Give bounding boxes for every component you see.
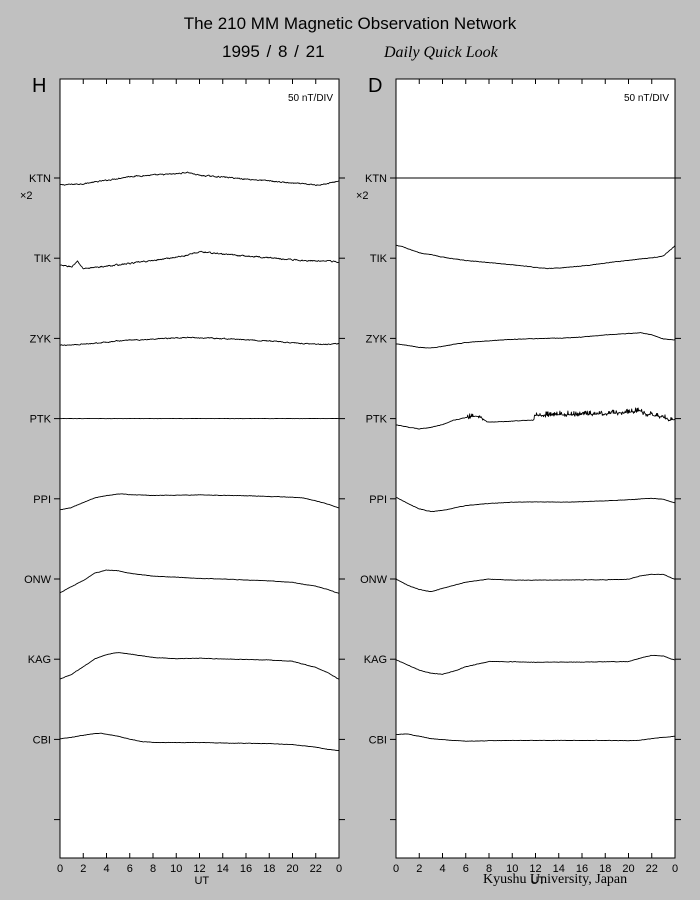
x-tick-label: 22 xyxy=(646,863,658,875)
x-tick-label: 10 xyxy=(506,863,518,875)
chart-title: The 210 MM Magnetic Observation Network xyxy=(183,14,517,33)
scale-note: ×2 xyxy=(20,190,33,202)
chart-date: 1995 / 8 / 21 xyxy=(222,42,325,61)
plot-area xyxy=(59,78,340,859)
station-label-ppi: PPI xyxy=(33,494,51,506)
panel-label: D xyxy=(368,75,382,97)
x-tick-label: 14 xyxy=(217,863,229,875)
x-tick-label: 0 xyxy=(393,863,399,875)
panel-h xyxy=(54,78,345,859)
series-ktn xyxy=(59,171,340,187)
series-ppi xyxy=(60,493,340,511)
x-tick-label: 2 xyxy=(80,863,86,875)
station-label-kag: KAG xyxy=(364,654,387,666)
x-tick-label: 8 xyxy=(486,863,492,875)
scale-note: ×2 xyxy=(356,190,369,202)
scale-label: 50 nT/DIV xyxy=(288,93,333,104)
station-label-kag: KAG xyxy=(28,654,51,666)
x-tick-label: 16 xyxy=(576,863,588,875)
scale-label: 50 nT/DIV xyxy=(624,93,669,104)
series-kag xyxy=(59,652,340,680)
station-label-cbi: CBI xyxy=(33,734,51,746)
station-label-zyk: ZYK xyxy=(30,333,52,345)
station-label-zyk: ZYK xyxy=(366,333,388,345)
x-tick-label: 14 xyxy=(553,863,565,875)
series-tik xyxy=(395,244,676,270)
series-onw xyxy=(395,573,676,593)
station-label-ktn: KTN xyxy=(365,173,387,185)
x-tick-label: 0 xyxy=(672,863,678,875)
x-tick-label: 4 xyxy=(103,863,109,875)
station-label-ppi: PPI xyxy=(369,494,387,506)
series-cbi xyxy=(396,733,675,742)
credit-text: Kyushu University, Japan xyxy=(483,872,628,887)
chart-subtitle: Daily Quick Look xyxy=(384,44,498,61)
x-tick-label: 12 xyxy=(529,863,541,875)
x-axis-label: UT xyxy=(530,875,545,887)
x-tick-label: 10 xyxy=(170,863,182,875)
series-ptk xyxy=(395,407,676,430)
x-tick-label: 8 xyxy=(150,863,156,875)
station-label-ptk: PTK xyxy=(366,414,388,426)
x-tick-label: 4 xyxy=(439,863,445,875)
panel-d xyxy=(390,78,681,859)
x-tick-label: 16 xyxy=(240,863,252,875)
station-label-ptk: PTK xyxy=(30,414,52,426)
x-tick-label: 12 xyxy=(193,863,205,875)
x-tick-label: 18 xyxy=(263,863,275,875)
station-label-onw: ONW xyxy=(24,574,52,586)
x-axis-label: UT xyxy=(194,875,209,887)
station-label-ktn: KTN xyxy=(29,173,51,185)
plot-area xyxy=(395,78,676,859)
x-tick-label: 20 xyxy=(622,863,634,875)
x-tick-label: 2 xyxy=(416,863,422,875)
series-tik xyxy=(59,250,340,270)
series-zyk xyxy=(59,336,340,347)
series-ppi xyxy=(395,496,676,512)
x-tick-label: 6 xyxy=(463,863,469,875)
x-tick-label: 18 xyxy=(599,863,611,875)
series-zyk xyxy=(395,332,675,349)
series-kag xyxy=(395,654,676,675)
x-tick-label: 6 xyxy=(127,863,133,875)
panel-label: H xyxy=(32,75,46,97)
station-label-tik: TIK xyxy=(370,253,388,265)
series-onw xyxy=(59,569,340,594)
station-label-tik: TIK xyxy=(34,253,52,265)
station-label-onw: ONW xyxy=(360,574,388,586)
x-tick-label: 0 xyxy=(57,863,63,875)
x-tick-label: 20 xyxy=(286,863,298,875)
series-cbi xyxy=(59,732,340,752)
x-tick-label: 22 xyxy=(310,863,322,875)
station-label-cbi: CBI xyxy=(369,734,387,746)
x-tick-label: 0 xyxy=(336,863,342,875)
